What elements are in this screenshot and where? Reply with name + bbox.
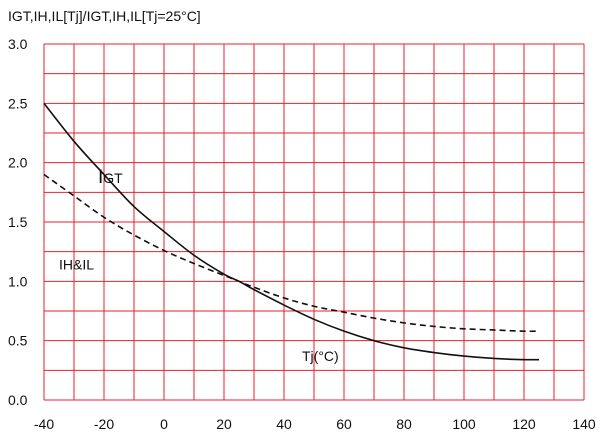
y-tick-label: 3.0	[8, 36, 28, 52]
y-tick-label: 1.5	[8, 214, 28, 230]
igt-annotation: IGT	[98, 167, 123, 188]
x-tick-label: 60	[336, 416, 352, 432]
igt-series-line	[43, 102, 540, 361]
igt-annotation-subscript: GT	[103, 170, 123, 186]
series-lines	[43, 102, 540, 361]
chart-title: IGT,IH,IL[Tj]/IGT,IH,IL[Tj=25°C]	[8, 8, 201, 24]
y-axis-ticks: 0.0 0.5 1.0 1.5 2.0 2.5 3.0	[8, 36, 28, 408]
y-tick-label: 2.5	[8, 95, 28, 111]
ihil-annotation: IH&IL	[59, 256, 94, 272]
y-tick-label: 0.0	[8, 392, 28, 408]
igt-annotation-initial: I	[98, 167, 103, 188]
ih-il-series-line	[43, 173, 540, 333]
x-axis-ticks: -40 -20 0 20 40 60 80 100 120 140	[34, 416, 596, 432]
y-tick-label: 2.0	[8, 155, 28, 171]
tj-annotation: Tj(°C)	[302, 348, 339, 364]
x-tick-label: 40	[276, 416, 292, 432]
x-tick-label: 0	[160, 416, 168, 432]
grid	[43, 43, 585, 401]
x-tick-label: 100	[452, 416, 476, 432]
x-tick-label: 20	[216, 416, 232, 432]
x-tick-label: 140	[572, 416, 596, 432]
y-tick-label: 0.5	[8, 333, 28, 349]
x-tick-label: 80	[396, 416, 412, 432]
annotations: IGT IH&IL Tj(°C)	[59, 167, 339, 364]
x-tick-label: -20	[94, 416, 114, 432]
x-tick-label: 120	[512, 416, 536, 432]
y-tick-label: 1.0	[8, 273, 28, 289]
x-tick-label: -40	[34, 416, 54, 432]
